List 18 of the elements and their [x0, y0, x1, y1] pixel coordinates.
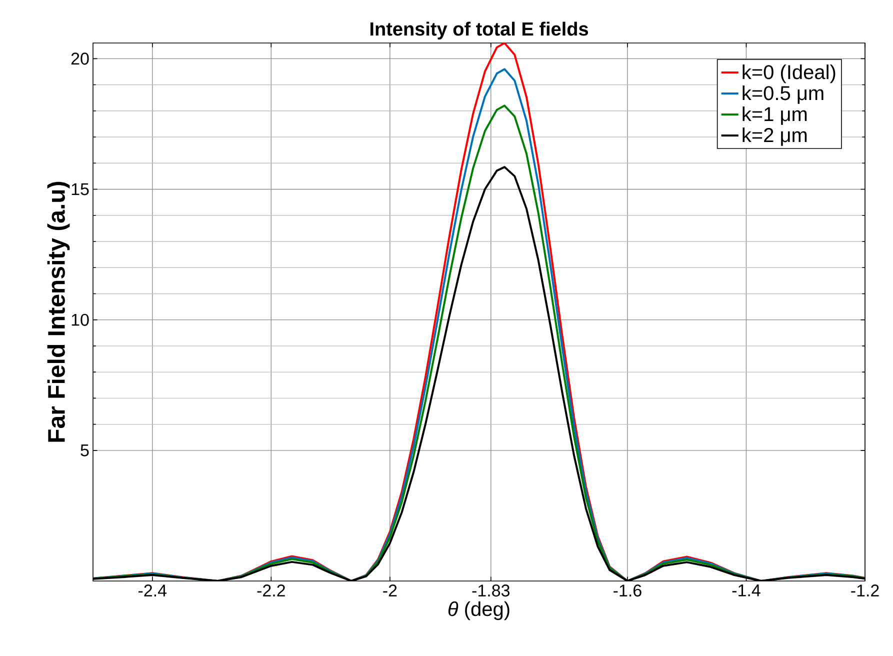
legend-label: k=2 μm [742, 128, 807, 146]
legend-label: k=0.5 μm [742, 86, 824, 104]
y-axis-title: Far Field Intensity (a.u) [47, 182, 70, 442]
y-tick-label: 5 [80, 444, 89, 456]
legend-label: k=1 μm [742, 106, 807, 125]
x-tick-label: -1.2 [851, 584, 879, 596]
x-tick-label: -1.4 [732, 584, 760, 596]
x-tick-label: -2.4 [138, 584, 167, 596]
chart-title: Intensity of total E fields [370, 22, 588, 40]
legend-label: k=0 (Ideal) [742, 64, 836, 84]
x-tick-label: -1.6 [614, 584, 642, 597]
y-tick-label: 15 [72, 183, 89, 196]
x-tick-label: -2 [383, 584, 397, 596]
x-tick-label: -1.83 [472, 584, 510, 597]
x-axis-title: θ (deg) [448, 601, 510, 620]
y-tick-label: 10 [72, 314, 89, 326]
y-tick-label: 20 [71, 52, 89, 65]
x-tick-label: -2.2 [257, 584, 285, 596]
